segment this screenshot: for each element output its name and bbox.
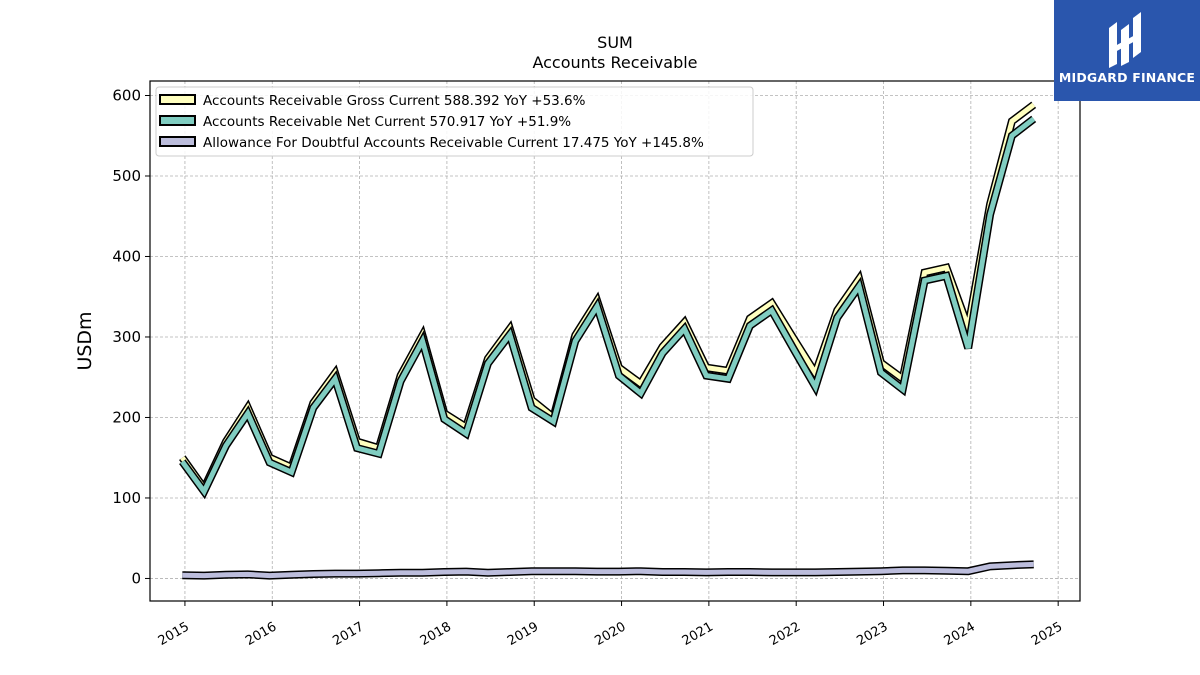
series-line-2 [182,561,1034,579]
x-tick-label: 2024 [942,619,978,649]
x-tick-label: 2025 [1029,619,1065,649]
series-layer [179,101,1037,580]
midgard-logo-icon [1109,12,1141,68]
y-tick-label: 100 [112,489,141,507]
chart-subtitle: Accounts Receivable [532,53,697,72]
legend-label: Accounts Receivable Gross Current 588.39… [203,93,586,109]
x-tick-label: 2021 [680,619,716,649]
y-tick-label: 500 [112,167,141,185]
x-tick-label: 2015 [156,619,192,649]
x-tick-label: 2023 [854,619,890,649]
chart-title: SUM [597,33,633,52]
y-tick-label: 600 [112,86,141,104]
y-tick-label: 0 [131,569,141,587]
y-tick-label: 200 [112,408,141,426]
y-axis-label: USDm [74,311,96,370]
x-tick-label: 2018 [418,619,454,649]
legend-swatch [159,136,196,147]
legend: Accounts Receivable Gross Current 588.39… [155,86,754,157]
legend-label: Allowance For Doubtful Accounts Receivab… [203,135,704,151]
x-tick-label: 2020 [592,619,628,649]
y-axis: 0 100 200 300 400 500 600 [112,86,150,587]
brand-name: MIDGARD FINANCE [1058,70,1196,85]
grid-lines [150,81,1080,601]
legend-swatch [159,94,196,105]
x-tick-label: 2016 [243,619,279,649]
legend-label: Accounts Receivable Net Current 570.917 … [203,114,571,130]
series-line-0 [180,102,1036,494]
x-tick-label: 2022 [767,619,803,649]
series-line-outline [179,101,1037,497]
y-tick-label: 400 [112,247,141,265]
legend-swatch [159,115,196,126]
x-tick-label: 2017 [330,619,366,649]
y-tick-label: 300 [112,328,141,346]
x-tick-label: 2019 [505,619,541,649]
series-line-outline [179,115,1037,500]
plot-frame [149,80,1081,602]
legend-box [155,86,754,157]
brand-logo: MIDGARD FINANCE [1054,0,1200,101]
x-axis: 2015 2016 2017 2018 2019 2020 2021 2022 2023 2024… [156,601,1065,649]
series-line-1 [180,116,1036,497]
